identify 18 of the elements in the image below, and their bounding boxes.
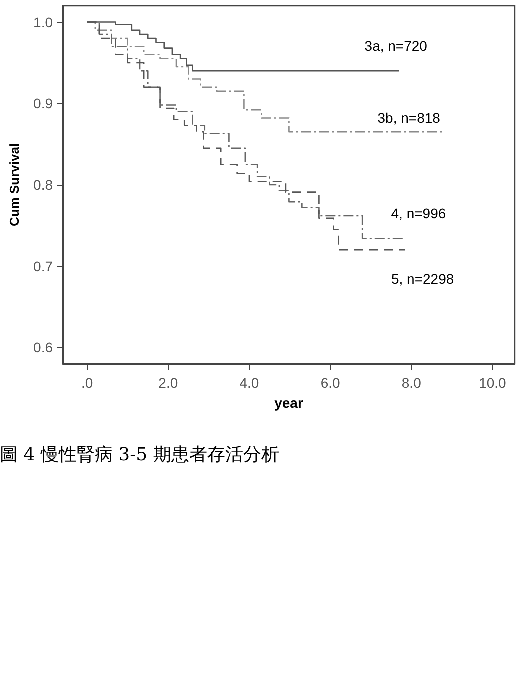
y-tick-label: 0.6 xyxy=(34,340,54,356)
series-label: 3b, n=818 xyxy=(378,110,441,126)
y-tick-label: 0.9 xyxy=(34,96,54,112)
x-tick-label: 2.0 xyxy=(158,375,178,391)
x-tick-label: 4.0 xyxy=(240,375,260,391)
x-tick-label: 6.0 xyxy=(320,375,340,391)
y-tick-label: 1.0 xyxy=(34,14,54,30)
x-tick-label: 8.0 xyxy=(402,375,422,391)
series-label: 4, n=996 xyxy=(391,206,446,222)
series-label: 3a, n=720 xyxy=(364,38,428,54)
caption: 圖 4 慢性腎病 3-5 期患者存活分析 xyxy=(0,444,280,466)
x-tick-label: .0 xyxy=(81,375,94,391)
y-axis-title: Cum Survival xyxy=(7,143,22,227)
y-tick-label: 0.8 xyxy=(34,177,54,193)
x-tick-label: 10.0 xyxy=(479,375,507,391)
y-tick-label: 0.7 xyxy=(34,258,54,274)
series-label: 5, n=2298 xyxy=(391,271,454,288)
x-axis-title: year xyxy=(274,395,304,411)
